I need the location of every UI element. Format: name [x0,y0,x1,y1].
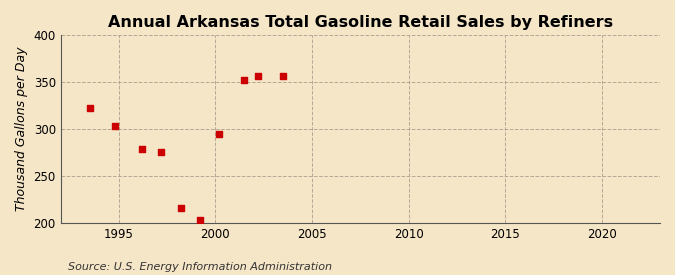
Point [214,132,225,136]
Point [136,147,147,151]
Point [252,73,263,78]
Point [239,78,250,82]
Point [175,206,186,210]
Point [194,218,205,222]
Point [156,149,167,154]
Point [277,73,288,78]
Text: Source: U.S. Energy Information Administration: Source: U.S. Energy Information Administ… [68,262,331,272]
Point [84,105,95,110]
Y-axis label: Thousand Gallons per Day: Thousand Gallons per Day [15,47,28,211]
Point [109,124,120,128]
Title: Annual Arkansas Total Gasoline Retail Sales by Refiners: Annual Arkansas Total Gasoline Retail Sa… [108,15,613,30]
